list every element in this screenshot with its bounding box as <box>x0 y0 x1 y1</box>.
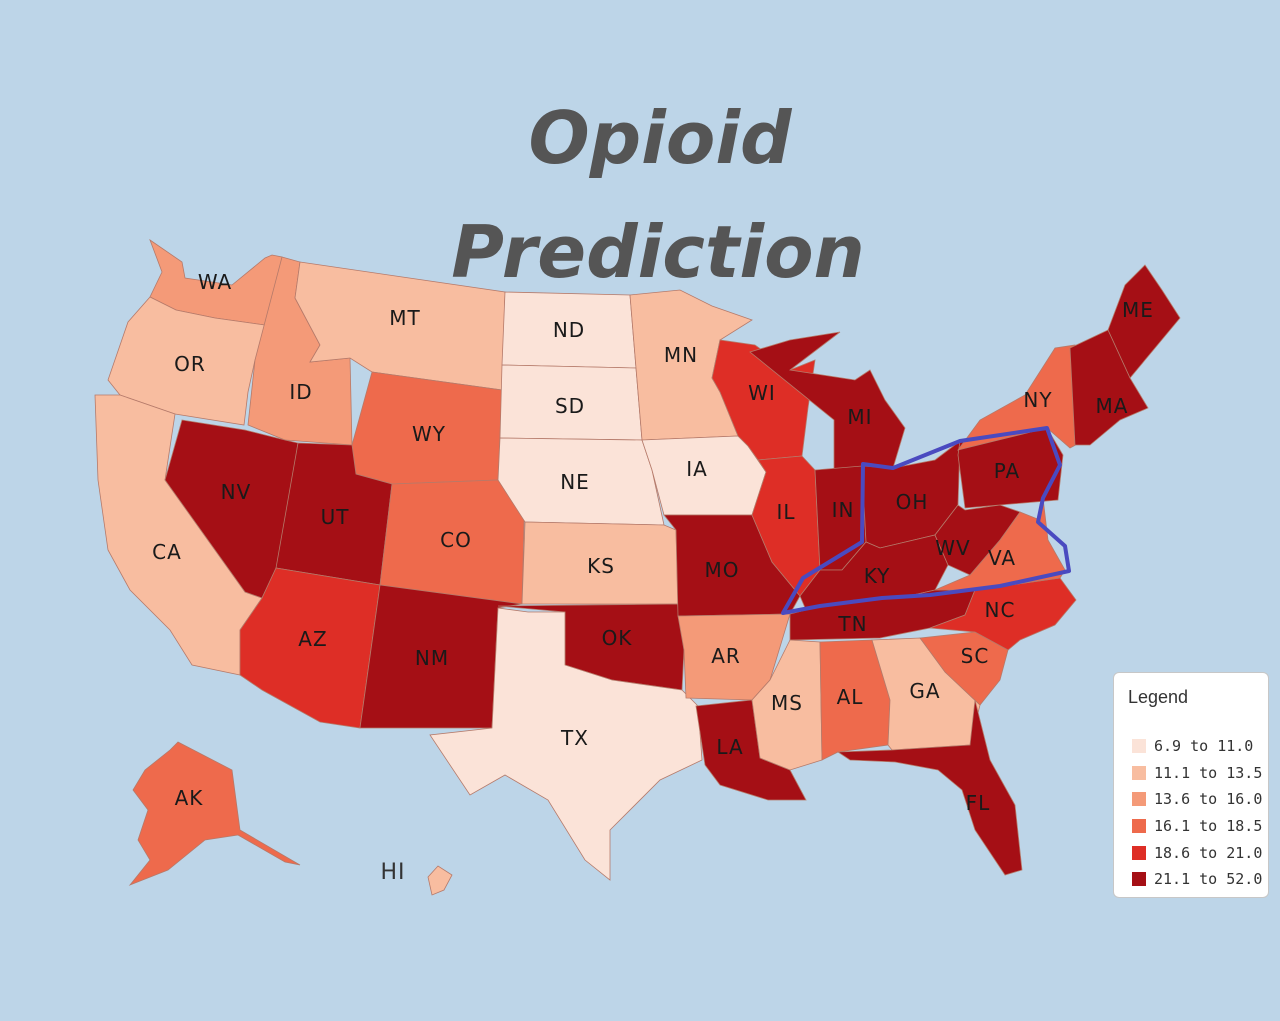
legend-item: 6.9 to 11.0 <box>1132 733 1262 760</box>
state-wv <box>934 504 1021 576</box>
state-label-tx: TX <box>560 726 589 750</box>
state-label-mo: MO <box>705 558 740 582</box>
state-ms <box>751 639 823 771</box>
legend-item: 18.6 to 21.0 <box>1132 839 1262 866</box>
state-label-wi: WI <box>748 381 776 405</box>
legend-title: Legend <box>1128 687 1189 707</box>
state-label-ky: KY <box>864 564 891 588</box>
state-label-mt: MT <box>389 306 420 330</box>
legend-item: 13.6 to 16.0 <box>1132 786 1262 813</box>
state-label-ok: OK <box>602 626 633 650</box>
legend-label: 11.1 to 13.5 <box>1154 763 1263 782</box>
state-label-id: ID <box>289 380 312 404</box>
state-label-ma: MA <box>1096 394 1129 418</box>
legend-label: 13.6 to 16.0 <box>1154 790 1263 809</box>
state-ny <box>957 344 1086 451</box>
state-label-ks: KS <box>587 554 615 578</box>
state-fl <box>836 699 1023 876</box>
legend-label: 6.9 to 11.0 <box>1154 737 1254 756</box>
state-label-oh: OH <box>896 490 929 514</box>
state-label-ak: AK <box>175 786 204 810</box>
legend-swatch <box>1132 872 1146 887</box>
legend-item: 16.1 to 18.5 <box>1132 813 1262 840</box>
state-label-ar: AR <box>711 644 741 668</box>
state-hi <box>427 865 453 896</box>
state-label-ne: NE <box>560 470 590 494</box>
legend-swatch <box>1132 739 1146 754</box>
state-label-ca: CA <box>152 540 182 564</box>
legend-item: 11.1 to 13.5 <box>1132 760 1262 787</box>
state-label-nm: NM <box>415 646 449 670</box>
state-label-nv: NV <box>221 480 252 504</box>
states-layer <box>94 238 1181 896</box>
state-ma <box>1069 329 1149 446</box>
state-co <box>379 479 526 605</box>
map-title-line-1: Opioid <box>528 96 793 180</box>
state-label-ia: IA <box>686 457 708 481</box>
state-label-va: VA <box>988 546 1016 570</box>
state-label-mn: MN <box>664 343 698 367</box>
legend-swatch <box>1132 792 1146 807</box>
state-label-la: LA <box>716 735 743 759</box>
state-label-co: CO <box>440 528 472 552</box>
state-label-wv: WV <box>935 536 970 560</box>
state-labels-layer: WA OR CA ID NV MT WY UT AZ CO NM ND SD NE KS OK TX MN IA MO… <box>152 270 1154 885</box>
state-label-ga: GA <box>909 679 940 703</box>
state-label-nd: ND <box>553 318 585 342</box>
state-ak <box>128 741 301 886</box>
state-label-hi: HI <box>380 860 405 885</box>
state-label-fl: FL <box>966 791 991 815</box>
state-label-pa: PA <box>994 459 1020 483</box>
legend-label: 16.1 to 18.5 <box>1154 817 1263 836</box>
legend-swatch <box>1132 819 1146 834</box>
state-label-sd: SD <box>555 394 585 418</box>
legend-swatch <box>1132 845 1146 860</box>
ohio-valley-highlight-outline <box>781 426 1071 615</box>
state-label-ny: NY <box>1023 388 1052 412</box>
legend-label: 18.6 to 21.0 <box>1154 843 1263 862</box>
state-label-az: AZ <box>298 627 327 651</box>
state-label-il: IL <box>776 500 795 524</box>
state-label-nc: NC <box>985 598 1016 622</box>
state-me <box>1107 264 1181 379</box>
legend: Legend 6.9 to 11.0 11.1 to 13.5 13.6 to … <box>1113 672 1269 898</box>
state-or <box>107 296 283 426</box>
state-label-sc: SC <box>961 644 990 668</box>
state-label-ms: MS <box>771 691 803 715</box>
legend-label: 21.1 to 52.0 <box>1154 870 1263 889</box>
state-label-me: ME <box>1122 298 1154 322</box>
state-tx <box>429 607 703 881</box>
legend-item: 21.1 to 52.0 <box>1132 866 1262 893</box>
state-label-or: OR <box>174 352 206 376</box>
state-label-tn: TN <box>837 612 867 636</box>
state-label-mi: MI <box>847 405 872 429</box>
state-label-in: IN <box>832 498 855 522</box>
state-label-ut: UT <box>321 505 350 529</box>
state-label-wy: WY <box>412 422 446 446</box>
legend-swatch <box>1132 765 1146 780</box>
state-label-al: AL <box>837 685 864 709</box>
map-title-line-2: Prediction <box>451 210 865 294</box>
state-label-wa: WA <box>198 270 232 294</box>
legend-list: 6.9 to 11.0 11.1 to 13.5 13.6 to 16.0 16… <box>1132 733 1262 893</box>
